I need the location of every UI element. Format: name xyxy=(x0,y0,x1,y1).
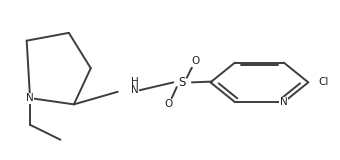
Text: N: N xyxy=(26,93,34,103)
Text: N: N xyxy=(280,97,288,107)
Text: S: S xyxy=(178,76,186,89)
Text: Cl: Cl xyxy=(318,77,329,87)
Text: H: H xyxy=(131,77,138,87)
Text: O: O xyxy=(191,56,200,66)
Text: N: N xyxy=(131,85,138,95)
Text: O: O xyxy=(164,99,172,109)
